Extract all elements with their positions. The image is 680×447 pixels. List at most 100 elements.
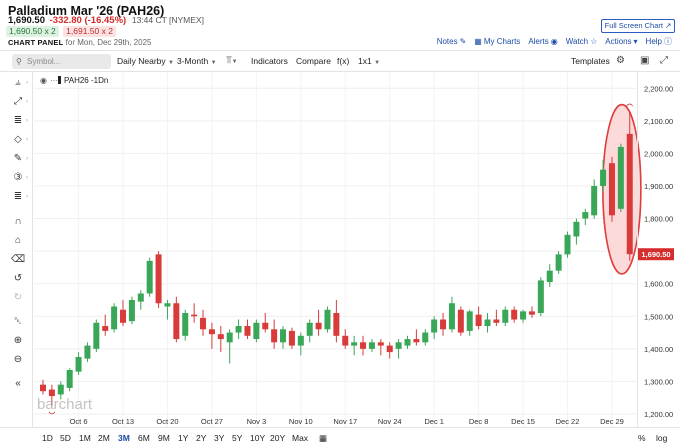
panel-date: for Mon, Dec 29th, 2025 bbox=[65, 38, 152, 47]
my-charts-link[interactable]: ▦ My Charts bbox=[474, 37, 520, 46]
templates-button[interactable]: Templates bbox=[571, 56, 610, 66]
candle-body bbox=[208, 329, 215, 335]
candle-body bbox=[217, 334, 224, 340]
full-screen-chart-button[interactable]: Full Screen Chart ↗ bbox=[601, 19, 675, 33]
price-chart[interactable]: 1,200.00 1,300.00 1,400.00 1,500.00 1,600.00… bbox=[0, 0, 680, 427]
range-1y[interactable]: 1Y bbox=[178, 433, 189, 443]
candle-body bbox=[155, 254, 162, 304]
fx-button[interactable]: f(x) bbox=[337, 56, 350, 66]
candle-body bbox=[253, 322, 260, 340]
gear-icon[interactable]: ⚙ bbox=[616, 55, 625, 66]
candle bbox=[262, 313, 269, 333]
redo-icon[interactable]: ↻ bbox=[13, 292, 23, 303]
x-tick-label: Dec 8 bbox=[469, 417, 489, 426]
symbol-search-input[interactable]: ⚲ Symbol... bbox=[12, 54, 111, 69]
range-2y[interactable]: 2Y bbox=[196, 433, 207, 443]
bell-icon: ◉ bbox=[550, 37, 558, 46]
candle-body bbox=[466, 311, 473, 331]
save-icon[interactable]: ▣ bbox=[640, 55, 650, 66]
notes-icon: ✎ bbox=[459, 37, 467, 46]
calendar-icon[interactable]: ▦ bbox=[319, 433, 328, 443]
candle-body bbox=[475, 314, 482, 327]
range-3y[interactable]: 3Y bbox=[214, 433, 225, 443]
lock-icon[interactable]: ⌂ bbox=[14, 235, 22, 246]
indicators-button[interactable]: Indicators bbox=[251, 56, 288, 66]
more-icon: ⋯ bbox=[50, 76, 58, 85]
bid-badge: 1,690.50 x 2 bbox=[6, 26, 59, 37]
candles bbox=[40, 103, 642, 406]
layout-dropdown[interactable]: 1x1 ▼ bbox=[358, 56, 380, 66]
candle bbox=[377, 339, 384, 356]
candle bbox=[155, 251, 162, 309]
candle bbox=[368, 339, 375, 353]
x-tick-label: Nov 10 bbox=[289, 417, 313, 426]
range-1m[interactable]: 1M bbox=[79, 433, 91, 443]
aggregation-dropdown[interactable]: Daily Nearby ▼ bbox=[117, 56, 174, 66]
range-20y[interactable]: 20Y bbox=[270, 433, 286, 443]
y-tick-label: 2,100.00 bbox=[644, 117, 673, 126]
candle bbox=[244, 319, 251, 340]
x-tick-label: Oct 6 bbox=[70, 417, 88, 426]
compare-button[interactable]: Compare bbox=[296, 56, 331, 66]
crosshair-tool-icon[interactable]: ⫨ › bbox=[15, 77, 28, 88]
study-label: PAH26 -1Dn bbox=[64, 76, 108, 85]
y-axis: 1,200.00 1,300.00 1,400.00 1,500.00 1,600.00… bbox=[638, 84, 674, 419]
percent-toggle[interactable]: % bbox=[638, 433, 646, 443]
last-price: 1,690.50 bbox=[8, 15, 45, 26]
candle bbox=[315, 309, 322, 336]
candle bbox=[288, 327, 295, 349]
chevron-down-icon: ▼ bbox=[210, 60, 217, 66]
period-label: 3-Month bbox=[177, 56, 209, 66]
candle bbox=[217, 326, 224, 353]
watch-link[interactable]: Watch ☆ bbox=[566, 37, 598, 46]
symbol-placeholder: Symbol... bbox=[27, 57, 61, 66]
candle bbox=[608, 156, 615, 222]
alerts-link[interactable]: Alerts ◉ bbox=[528, 37, 557, 46]
fib-tool-icon[interactable]: ≣ › bbox=[13, 191, 28, 202]
range-6m[interactable]: 6M bbox=[138, 433, 150, 443]
bottom-bar: 1D 5D 1M 2M 3M 6M 9M 1Y 2Y 3Y 5Y 10Y 20Y Max ▦ % log bbox=[0, 427, 680, 447]
trendline-tool-icon[interactable]: ⤢ › bbox=[14, 96, 28, 107]
log-toggle[interactable]: log bbox=[656, 433, 668, 443]
actions-label: Actions bbox=[605, 37, 632, 46]
range-5d[interactable]: 5D bbox=[60, 433, 71, 443]
actions-menu[interactable]: Actions ▾ bbox=[605, 37, 637, 46]
candle-body bbox=[280, 329, 287, 343]
candle bbox=[93, 319, 100, 353]
range-max[interactable]: Max bbox=[292, 433, 309, 443]
zoom-out-icon[interactable]: ⊖ bbox=[13, 354, 23, 365]
study-legend[interactable]: ◉ ⋯ PAH26 -1Dn bbox=[40, 76, 108, 85]
candle bbox=[582, 208, 589, 226]
candle bbox=[66, 368, 73, 392]
candle bbox=[422, 329, 429, 346]
notes-link[interactable]: Notes ✎ bbox=[437, 37, 467, 46]
range-2m[interactable]: 2M bbox=[98, 433, 110, 443]
zoom-in-icon[interactable]: ⊕ bbox=[13, 335, 23, 346]
magnet-icon[interactable]: ∩ bbox=[14, 216, 22, 227]
range-1d[interactable]: 1D bbox=[42, 433, 53, 443]
range-3m[interactable]: 3M bbox=[118, 433, 130, 443]
watermark: barchart bbox=[37, 396, 93, 413]
range-9m[interactable]: 9M bbox=[158, 433, 170, 443]
candle bbox=[457, 306, 464, 336]
fullscreen-icon[interactable]: ⤢ bbox=[660, 55, 668, 66]
collapse-icon[interactable]: « bbox=[15, 378, 21, 389]
pencil-tool-icon[interactable]: ✎ › bbox=[13, 153, 28, 164]
text-tool-icon[interactable]: ≣ › bbox=[13, 115, 28, 126]
candle bbox=[280, 326, 287, 349]
range-10y[interactable]: 10Y bbox=[250, 433, 266, 443]
trash-icon[interactable]: ␡ bbox=[14, 316, 22, 327]
price-tool-icon[interactable]: ③ › bbox=[13, 172, 28, 183]
range-5y[interactable]: 5Y bbox=[232, 433, 243, 443]
period-dropdown[interactable]: 3-Month ▼ bbox=[177, 56, 217, 66]
candle bbox=[324, 306, 331, 333]
candle bbox=[493, 309, 500, 327]
shape-tool-icon[interactable]: ◇ › bbox=[14, 134, 28, 145]
help-link[interactable]: Help ⓘ bbox=[646, 36, 672, 47]
undo-icon[interactable]: ↺ bbox=[13, 273, 23, 284]
eraser-icon[interactable]: ⌫ bbox=[11, 254, 26, 265]
candle bbox=[511, 306, 518, 323]
candle-body bbox=[120, 309, 127, 323]
chart-type-icon[interactable]: ⫪▼ bbox=[226, 55, 238, 66]
candle bbox=[306, 319, 313, 343]
